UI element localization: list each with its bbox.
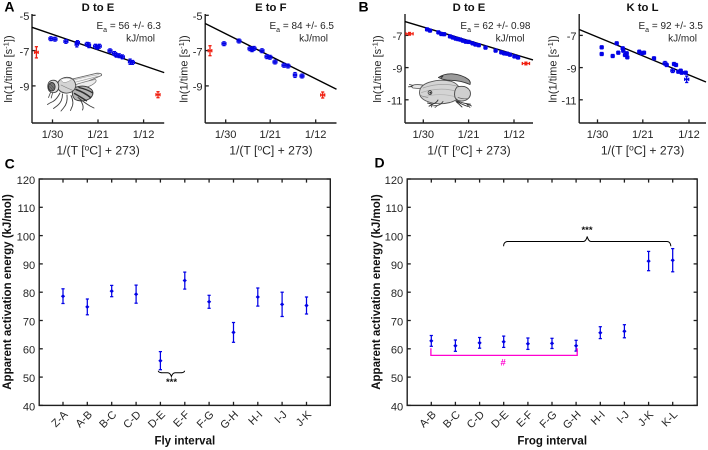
svg-text:1/(T [oC] + 273): 1/(T [oC] + 273) [56, 143, 139, 158]
svg-text:B: B [359, 0, 369, 15]
svg-text:50: 50 [391, 373, 403, 385]
svg-text:kJ/mol: kJ/mol [496, 34, 525, 45]
svg-text:1/12: 1/12 [503, 129, 525, 141]
svg-text:-11: -11 [387, 96, 402, 108]
svg-text:1/12: 1/12 [678, 129, 700, 141]
svg-text:120: 120 [17, 175, 36, 187]
svg-text:1/(T [oC] + 273): 1/(T [oC] + 273) [601, 143, 684, 158]
svg-text:120: 120 [385, 175, 404, 187]
svg-text:kJ/mol: kJ/mol [668, 34, 697, 45]
svg-text:Ea = 62 +/- 0.98: Ea = 62 +/- 0.98 [460, 21, 531, 34]
svg-text:1/30: 1/30 [42, 129, 64, 141]
svg-text:1/30: 1/30 [413, 129, 435, 141]
svg-text:ln(1/time [s-1]): ln(1/time [s-1]) [177, 35, 190, 102]
svg-text:-5: -5 [20, 11, 30, 23]
svg-text:70: 70 [391, 316, 403, 328]
svg-text:C: C [5, 155, 15, 171]
svg-text:110: 110 [18, 203, 36, 215]
svg-text:1/21: 1/21 [632, 129, 654, 141]
svg-text:110: 110 [386, 203, 404, 215]
svg-text:D: D [375, 154, 385, 170]
svg-text:1/30: 1/30 [215, 129, 237, 141]
svg-text:1/30: 1/30 [587, 129, 609, 141]
svg-text:D to E: D to E [453, 2, 486, 14]
svg-text:-5: -5 [193, 11, 203, 23]
svg-text:kJ/mol: kJ/mol [126, 34, 155, 45]
svg-text:ln(1/time [s-1]): ln(1/time [s-1]) [371, 35, 384, 102]
svg-text:E to F: E to F [255, 2, 286, 14]
svg-text:-9: -9 [393, 63, 403, 75]
svg-text:50: 50 [23, 373, 35, 385]
svg-text:60: 60 [391, 345, 403, 357]
svg-text:ln(1/time [s-1]): ln(1/time [s-1]) [546, 35, 559, 102]
svg-text:-9: -9 [193, 82, 203, 94]
svg-text:Apparent activation energy (kJ: Apparent activation energy (kJ/mol) [2, 194, 14, 390]
svg-text:100: 100 [17, 232, 36, 244]
svg-text:Fly interval: Fly interval [154, 436, 215, 448]
svg-text:1/21: 1/21 [458, 129, 480, 141]
svg-text:-11: -11 [561, 96, 576, 108]
svg-text:40: 40 [23, 401, 35, 413]
svg-text:1/21: 1/21 [87, 129, 109, 141]
svg-text:-7: -7 [20, 46, 30, 58]
svg-text:***: *** [166, 377, 177, 388]
svg-text:Ea = 84 +/- 6.5: Ea = 84 +/- 6.5 [269, 21, 334, 34]
svg-text:70: 70 [23, 316, 35, 328]
svg-text:1/12: 1/12 [305, 129, 327, 141]
svg-text:80: 80 [23, 288, 35, 300]
svg-text:1/21: 1/21 [259, 129, 281, 141]
svg-text:#: # [501, 358, 507, 369]
svg-text:-7: -7 [193, 46, 203, 58]
svg-text:100: 100 [385, 232, 404, 244]
svg-text:***: *** [581, 225, 592, 236]
svg-text:40: 40 [391, 401, 403, 413]
svg-text:Ea = 56 +/- 6.3: Ea = 56 +/- 6.3 [96, 21, 161, 34]
svg-text:1/(T [oC] + 273): 1/(T [oC] + 273) [229, 143, 312, 158]
svg-text:1/12: 1/12 [133, 129, 155, 141]
svg-text:Frog interval: Frog interval [517, 436, 587, 448]
svg-text:-7: -7 [567, 31, 577, 43]
svg-text:60: 60 [23, 345, 35, 357]
svg-text:-9: -9 [20, 82, 30, 94]
svg-text:Apparent activation energy (kJ: Apparent activation energy (kJ/mol) [371, 194, 383, 390]
svg-text:A: A [4, 0, 14, 15]
svg-text:-7: -7 [393, 31, 403, 43]
svg-text:80: 80 [391, 288, 403, 300]
svg-text:90: 90 [391, 260, 403, 272]
svg-text:1/(T [oC] + 273): 1/(T [oC] + 273) [427, 143, 510, 158]
svg-text:K to L: K to L [627, 2, 659, 14]
svg-text:Ea = 92 +/- 3.5: Ea = 92 +/- 3.5 [638, 21, 703, 34]
svg-text:90: 90 [23, 260, 35, 272]
svg-text:kJ/mol: kJ/mol [299, 34, 328, 45]
svg-text:-9: -9 [567, 63, 577, 75]
svg-text:ln(1/time [s-1]): ln(1/time [s-1]) [2, 35, 15, 102]
svg-text:D to E: D to E [82, 2, 115, 14]
